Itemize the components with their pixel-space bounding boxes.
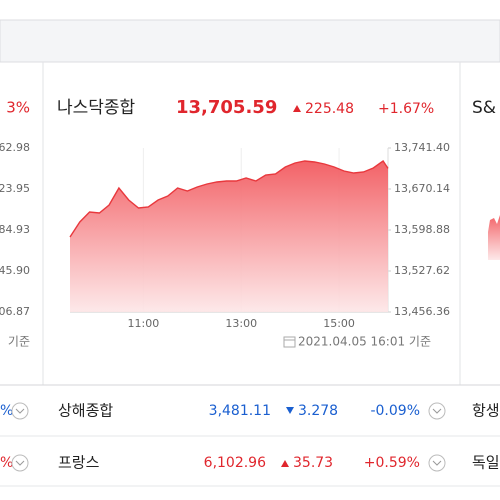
- x-tick-label: 15:00: [323, 317, 355, 330]
- chart: 13,741.40 13,670.14 13,598.88 13,527.62 13,4…: [69, 141, 450, 330]
- y-tick-label: 13,741.40: [394, 141, 450, 154]
- timestamp: 2021.04.05 16:01 기준: [298, 335, 431, 349]
- index-name[interactable]: 나스닥종합: [57, 98, 136, 118]
- area: [70, 161, 388, 312]
- down-arrow: [286, 407, 294, 414]
- y-tick-label: 13,598.88: [394, 223, 450, 236]
- change-rate: -0.09%: [370, 403, 420, 419]
- x-tick-label: 13:00: [225, 317, 257, 330]
- price: 3,481.11: [209, 403, 271, 419]
- index-name[interactable]: 항생: [472, 402, 500, 420]
- expand-button[interactable]: [11, 454, 29, 472]
- y-tick-label: 62.98: [0, 141, 30, 154]
- y-tick-label: 13,527.62: [394, 264, 450, 277]
- change-rate: %: [0, 455, 13, 471]
- calendar-icon: [283, 336, 296, 348]
- up-arrow: [281, 460, 289, 467]
- change-rate: 3%: [6, 99, 30, 117]
- chart-fragment: [488, 215, 500, 260]
- top-bar: [0, 19, 500, 63]
- y-tick-label: 13,456.36: [394, 305, 450, 318]
- y-tick-label: 84.93: [0, 223, 30, 236]
- change: 225.48: [305, 101, 354, 117]
- y-tick-label: 23.95: [0, 182, 30, 195]
- change-rate: %: [0, 403, 13, 419]
- up-arrow: [293, 105, 301, 112]
- expand-button[interactable]: [428, 454, 446, 472]
- right-card: S& 항생 독일: [472, 98, 500, 472]
- price: 6,102.96: [204, 455, 266, 471]
- footer: 기준: [8, 335, 30, 349]
- index-name[interactable]: S&: [472, 98, 496, 118]
- price: 13,705.59: [176, 97, 277, 118]
- y-tick-label: 13,670.14: [394, 182, 450, 195]
- x-tick-label: 11:00: [128, 317, 160, 330]
- index-name[interactable]: 독일: [472, 454, 500, 472]
- y-tick-label: 06.87: [0, 305, 30, 318]
- change: 35.73: [293, 455, 333, 471]
- index-name[interactable]: 상해종합: [58, 402, 113, 420]
- change-rate: +0.59%: [364, 455, 420, 471]
- change: 3.278: [298, 403, 338, 419]
- change-rate: +1.67%: [378, 101, 434, 117]
- expand-button[interactable]: [11, 402, 29, 420]
- line: [69, 160, 389, 238]
- y-tick-label: 45.90: [0, 264, 30, 277]
- index-name[interactable]: 프랑스: [58, 454, 100, 472]
- expand-button[interactable]: [428, 402, 446, 420]
